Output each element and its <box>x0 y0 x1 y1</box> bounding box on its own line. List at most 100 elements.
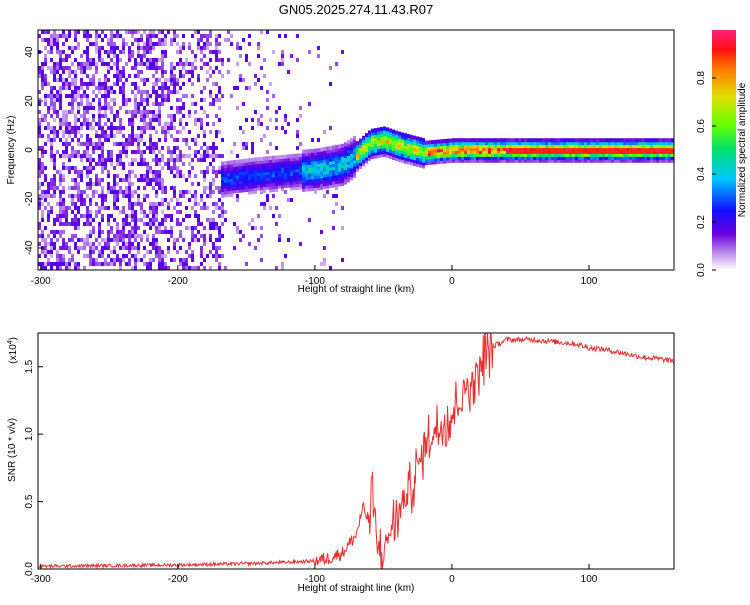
spectrogram-cell-1911 <box>230 94 233 98</box>
spectrogram-cell-2524 <box>332 157 335 162</box>
spectrogram-cell-783 <box>107 214 110 218</box>
spectrogram-cell-1941 <box>236 46 239 50</box>
spectrogram-cell-2517 <box>332 177 335 182</box>
spectrogram-cell-1135 <box>140 154 143 158</box>
spectrogram-cell-447 <box>77 142 80 146</box>
spectrogram-cell-674 <box>98 142 101 146</box>
spectrogram-cell-659 <box>98 58 101 62</box>
spectrogram-cell-1757 <box>209 182 212 186</box>
spectrogram-cell-97 <box>47 38 50 42</box>
spectrogram-cell-1700 <box>203 54 206 58</box>
spectrogram-cell-1975 <box>239 174 242 179</box>
spectrogram-cell-2143 <box>266 198 269 202</box>
spectrogram-cell-1668 <box>197 222 200 226</box>
spectrogram-cell-1900 <box>227 184 230 189</box>
spectrogram-cell-133 <box>50 98 53 102</box>
spectrogram-cell-1673 <box>200 38 203 42</box>
snr-y-tick-label-0: 0.0 <box>24 562 35 576</box>
spectrogram-cell-3036 <box>488 152 491 157</box>
spectrogram-cell-1830 <box>218 130 221 134</box>
spectrogram-cell-2514 <box>332 226 335 230</box>
spectrogram-cell-1210 <box>146 262 149 266</box>
spectrogram-cell-1907 <box>227 163 230 168</box>
spectrogram-cell-128 <box>50 66 53 70</box>
spectrogram-cell-3143 <box>527 144 530 149</box>
spectrogram-cell-202 <box>56 66 59 70</box>
spectrogram-cell-2159 <box>269 188 272 193</box>
spectrogram-cell-1031 <box>131 162 134 166</box>
spectrogram-cell-1473 <box>173 82 176 86</box>
spectrogram-cell-2734 <box>383 129 386 134</box>
spectrogram-cell-558 <box>86 218 89 222</box>
spectrogram-cell-1201 <box>146 174 149 178</box>
spectrogram-cell-2666 <box>365 159 368 164</box>
spectrogram-cell-3116 <box>518 152 521 157</box>
spectrogram-cell-103 <box>47 106 50 110</box>
spectrogram-cell-2242 <box>281 166 284 171</box>
spectrogram-cell-3161 <box>533 138 536 143</box>
spectrogram-cell-1128 <box>140 114 143 118</box>
spectrogram-cell-2857 <box>422 161 425 166</box>
spectrogram-cell-2007 <box>245 187 248 192</box>
spectrogram-cell-274 <box>62 110 65 114</box>
spectrogram-cell-1000 <box>128 202 131 206</box>
spectrogram-cell-196 <box>56 34 59 38</box>
spectrogram-cell-600 <box>92 58 95 62</box>
spectrogram-cell-1799 <box>215 66 218 70</box>
spectrogram-cell-3077 <box>503 149 506 154</box>
spectrogram-cell-2102 <box>260 202 263 206</box>
spectrogram-cell-2376 <box>308 50 311 54</box>
spectrogram-cell-3111 <box>515 144 518 149</box>
spectrogram-cell-3043 <box>491 155 494 160</box>
spectrogram-cell-1669 <box>197 230 200 234</box>
spectrogram-cell-1461 <box>170 214 173 218</box>
spectrogram-cell-1901 <box>227 181 230 186</box>
spectrogram-cell-764 <box>107 78 110 82</box>
spectrogram-cell-3514 <box>668 158 671 163</box>
spectrogram-cell-1342 <box>158 202 161 206</box>
spectrogram-cell-1754 <box>209 146 212 150</box>
spectrogram-cell-1206 <box>146 222 149 226</box>
spectrogram-cell-1645 <box>194 194 197 198</box>
spectrogram-cell-94 <box>44 262 47 266</box>
spectrogram-cell-80 <box>44 150 47 154</box>
spectrogram-cell-3412 <box>629 152 632 157</box>
spectrogram-cell-3051 <box>494 155 497 160</box>
spectrogram-cell-1476 <box>173 114 176 118</box>
spectrogram-cell-117 <box>47 234 50 238</box>
spectrogram-cell-1420 <box>167 94 170 98</box>
spectrogram-cell-24 <box>38 202 41 206</box>
spectrogram-cell-113 <box>47 202 50 206</box>
spectrogram-cell-786 <box>107 230 110 234</box>
spectrogram-cell-2590 <box>344 151 347 156</box>
spectrogram-cell-2289 <box>290 168 293 173</box>
spectrogram-cell-300 <box>62 258 65 262</box>
spectrogram-cell-1735 <box>206 154 209 158</box>
spectrogram-cell-2024 <box>248 222 251 226</box>
spectrogram-cell-194 <box>53 246 56 250</box>
spectrogram-cell-1718 <box>203 226 206 230</box>
spectrogram-cell-2037 <box>248 158 251 163</box>
spectrogram-cell-1459 <box>170 186 173 190</box>
spectrogram-cell-766 <box>107 90 110 94</box>
spectrogram-cell-923 <box>122 70 125 74</box>
spectrogram-cell-2642 <box>356 149 359 154</box>
spectrogram-cell-479 <box>80 126 83 130</box>
spectrogram-cell-1398 <box>164 94 167 98</box>
spectrogram-cell-1600 <box>188 190 191 194</box>
spectrogram-cell-759 <box>107 50 110 54</box>
spectrogram-cell-1064 <box>134 150 137 154</box>
spectrogram-cell-798 <box>110 50 113 54</box>
spectrogram-cell-2230 <box>281 62 284 66</box>
spectrogram-cell-541 <box>86 126 89 130</box>
spectrogram-cell-3371 <box>614 155 617 160</box>
spectrogram-cell-276 <box>62 118 65 122</box>
spectrogram-cell-3521 <box>668 138 671 143</box>
spectrogram-cell-2627 <box>353 159 356 164</box>
spectrogram-cell-2294 <box>290 154 293 159</box>
spectrogram-cell-70 <box>44 74 47 78</box>
spectrogram-cell-1312 <box>155 226 158 230</box>
spectrogram-cell-2178 <box>272 179 275 184</box>
spectrogram-cell-399 <box>74 70 77 74</box>
spectrogram-cell-2816 <box>410 161 413 166</box>
